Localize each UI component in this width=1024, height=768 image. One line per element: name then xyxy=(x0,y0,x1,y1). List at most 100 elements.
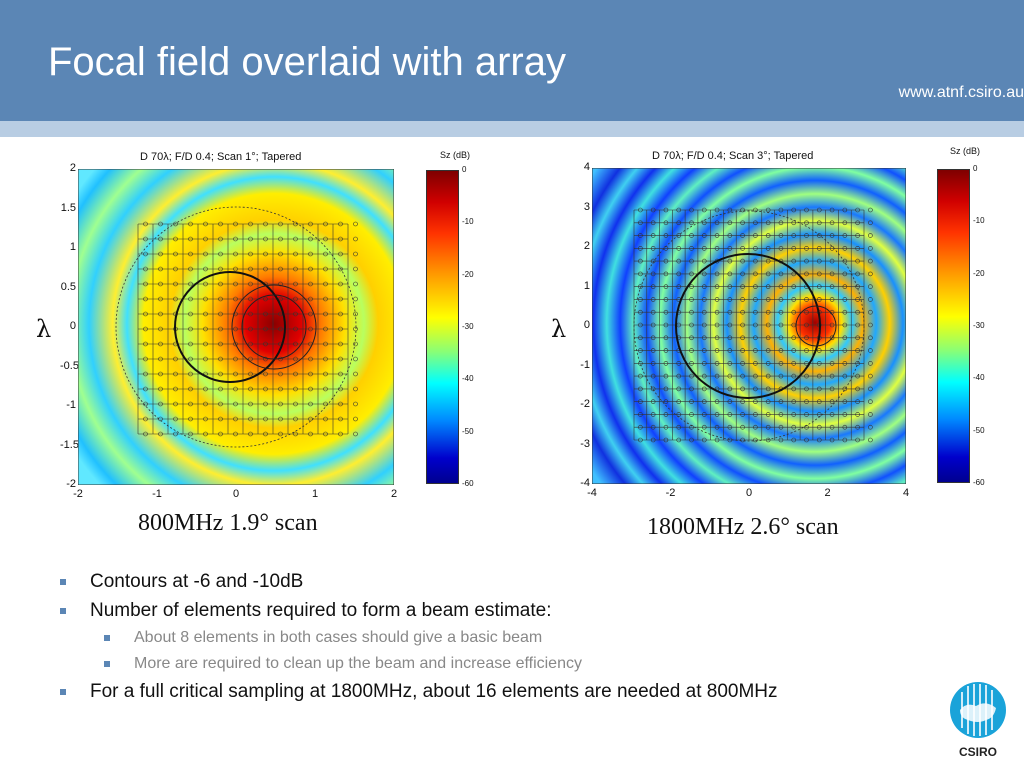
array-element xyxy=(804,373,809,379)
array-element xyxy=(248,311,253,317)
array-element xyxy=(689,246,694,251)
array-element xyxy=(829,399,835,404)
array-element xyxy=(293,251,298,257)
array-element xyxy=(740,348,745,353)
array-element xyxy=(829,297,835,302)
plot-2-xtick-label: 4 xyxy=(902,487,910,499)
array-element xyxy=(233,341,238,347)
array-element xyxy=(638,386,643,392)
array-element xyxy=(676,424,682,430)
array-element xyxy=(278,416,283,422)
array-element xyxy=(143,251,148,257)
plot-1-ytick-label: -1 xyxy=(66,399,76,411)
array-element xyxy=(293,431,298,437)
array-element xyxy=(791,233,797,238)
array-element xyxy=(689,220,694,226)
array-element xyxy=(323,296,328,302)
array-element xyxy=(233,281,238,287)
array-element xyxy=(663,412,669,417)
array-element xyxy=(638,271,643,277)
array-element xyxy=(714,246,720,251)
array-element xyxy=(353,311,358,317)
array-element xyxy=(278,251,283,257)
array-element xyxy=(816,424,822,430)
array-element xyxy=(714,322,720,328)
array-element xyxy=(218,266,223,272)
array-element xyxy=(701,284,707,289)
array-element xyxy=(263,371,268,377)
array-element xyxy=(727,309,733,315)
array-element xyxy=(248,401,253,407)
array-element xyxy=(727,220,733,226)
array-element xyxy=(842,373,848,379)
array-element xyxy=(816,271,822,277)
array-element xyxy=(353,221,358,227)
array-element xyxy=(676,284,682,289)
array-element xyxy=(338,236,343,242)
array-element xyxy=(338,251,343,257)
array-element xyxy=(173,386,178,392)
array-element xyxy=(233,266,238,272)
array-element xyxy=(188,236,193,242)
array-element xyxy=(701,246,707,251)
array-element xyxy=(855,424,860,430)
array-element xyxy=(740,437,745,443)
array-element xyxy=(778,246,784,251)
array-element xyxy=(855,348,860,353)
array-element xyxy=(701,220,707,226)
array-element xyxy=(714,297,720,302)
array-element xyxy=(638,246,643,251)
array-element xyxy=(804,258,809,264)
array-element xyxy=(740,220,745,226)
plot-1-ytick-label: 1.5 xyxy=(60,201,76,214)
array-element xyxy=(804,386,809,392)
array-element xyxy=(218,371,223,377)
array-element xyxy=(804,399,809,404)
array-element xyxy=(218,221,223,227)
array-element xyxy=(701,437,707,443)
array-element xyxy=(338,371,343,377)
array-element xyxy=(791,271,797,277)
array-element xyxy=(765,258,771,264)
array-element xyxy=(689,361,694,366)
array-element xyxy=(714,424,720,430)
array-element xyxy=(638,309,643,315)
array-element xyxy=(218,296,223,302)
array-element xyxy=(829,386,835,392)
array-element xyxy=(727,246,733,251)
array-element xyxy=(791,437,797,443)
plot-1-xtick-label: -2 xyxy=(73,488,83,500)
array-element xyxy=(868,258,873,264)
array-element xyxy=(293,386,298,392)
array-element xyxy=(842,233,848,238)
array-element xyxy=(855,437,860,443)
array-element xyxy=(765,386,771,392)
array-element xyxy=(278,281,283,287)
array-element xyxy=(727,207,733,213)
array-element xyxy=(650,437,656,443)
array-element xyxy=(203,341,208,347)
array-element xyxy=(650,399,656,404)
array-element xyxy=(203,236,208,242)
array-element xyxy=(740,361,745,366)
array-element xyxy=(308,251,313,257)
array-element xyxy=(218,386,223,392)
array-element xyxy=(753,284,758,289)
array-element xyxy=(650,322,656,328)
array-element xyxy=(188,266,193,272)
array-element xyxy=(701,297,707,302)
plot-2-ytick-label: -4 xyxy=(580,477,590,489)
array-element xyxy=(293,266,298,272)
array-element xyxy=(278,401,283,407)
array-element xyxy=(663,271,669,277)
array-element xyxy=(143,236,148,242)
array-element xyxy=(173,296,178,302)
array-element xyxy=(158,311,163,317)
array-element xyxy=(740,309,745,315)
array-element xyxy=(753,297,758,302)
array-element xyxy=(158,326,163,332)
array-element xyxy=(638,335,643,341)
array-element xyxy=(791,335,797,341)
array-element xyxy=(263,401,268,407)
array-element xyxy=(188,386,193,392)
